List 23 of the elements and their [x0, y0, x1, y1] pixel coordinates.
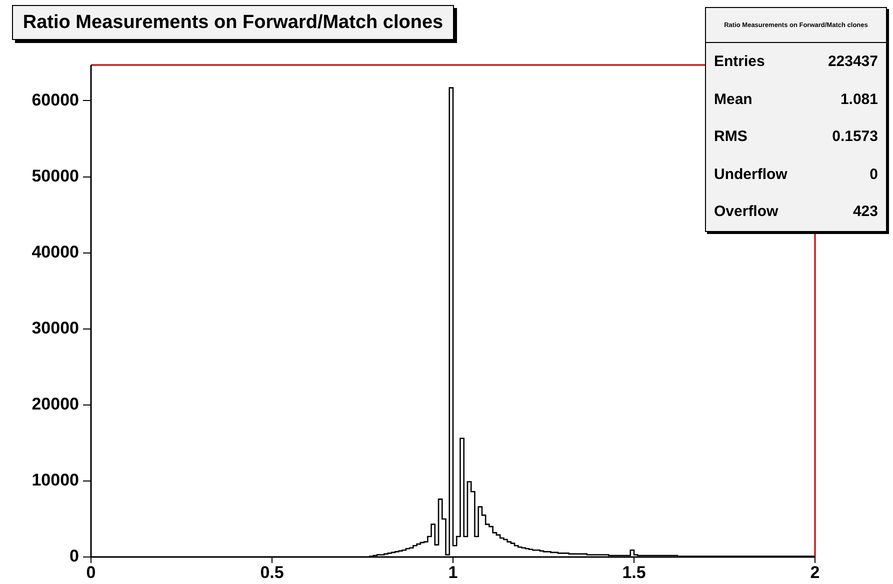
x-tick-label: 1 [448, 562, 458, 582]
text: 0.1573 [832, 128, 878, 146]
x-tick-label: 0.5 [260, 562, 284, 582]
chart-title: Ratio Measurements on Forward/Match clones [12, 5, 454, 40]
x-tick-label: 0 [86, 562, 96, 582]
y-tick-label: 50000 [32, 166, 79, 186]
y-tick-label: 30000 [32, 318, 79, 338]
text: 1.081 [840, 90, 878, 108]
annotation: RMS [714, 128, 748, 146]
annotation: Underflow [714, 166, 788, 183]
x-tick-label: 1.5 [622, 562, 646, 582]
y-tick-label: 60000 [32, 90, 79, 110]
annotation: Mean [714, 90, 752, 108]
y-tick-label: 20000 [32, 394, 79, 414]
y-tick-label: 10000 [32, 470, 79, 490]
annotation: Overflow [714, 203, 778, 220]
x-tick-label: 2 [810, 562, 820, 582]
annotation: Entries [714, 53, 765, 70]
y-tick-label: 0 [70, 546, 79, 566]
text: 423 [852, 203, 878, 220]
text: 0 [870, 166, 878, 183]
y-tick-label: 40000 [32, 242, 79, 262]
text: 223437 [828, 53, 878, 70]
